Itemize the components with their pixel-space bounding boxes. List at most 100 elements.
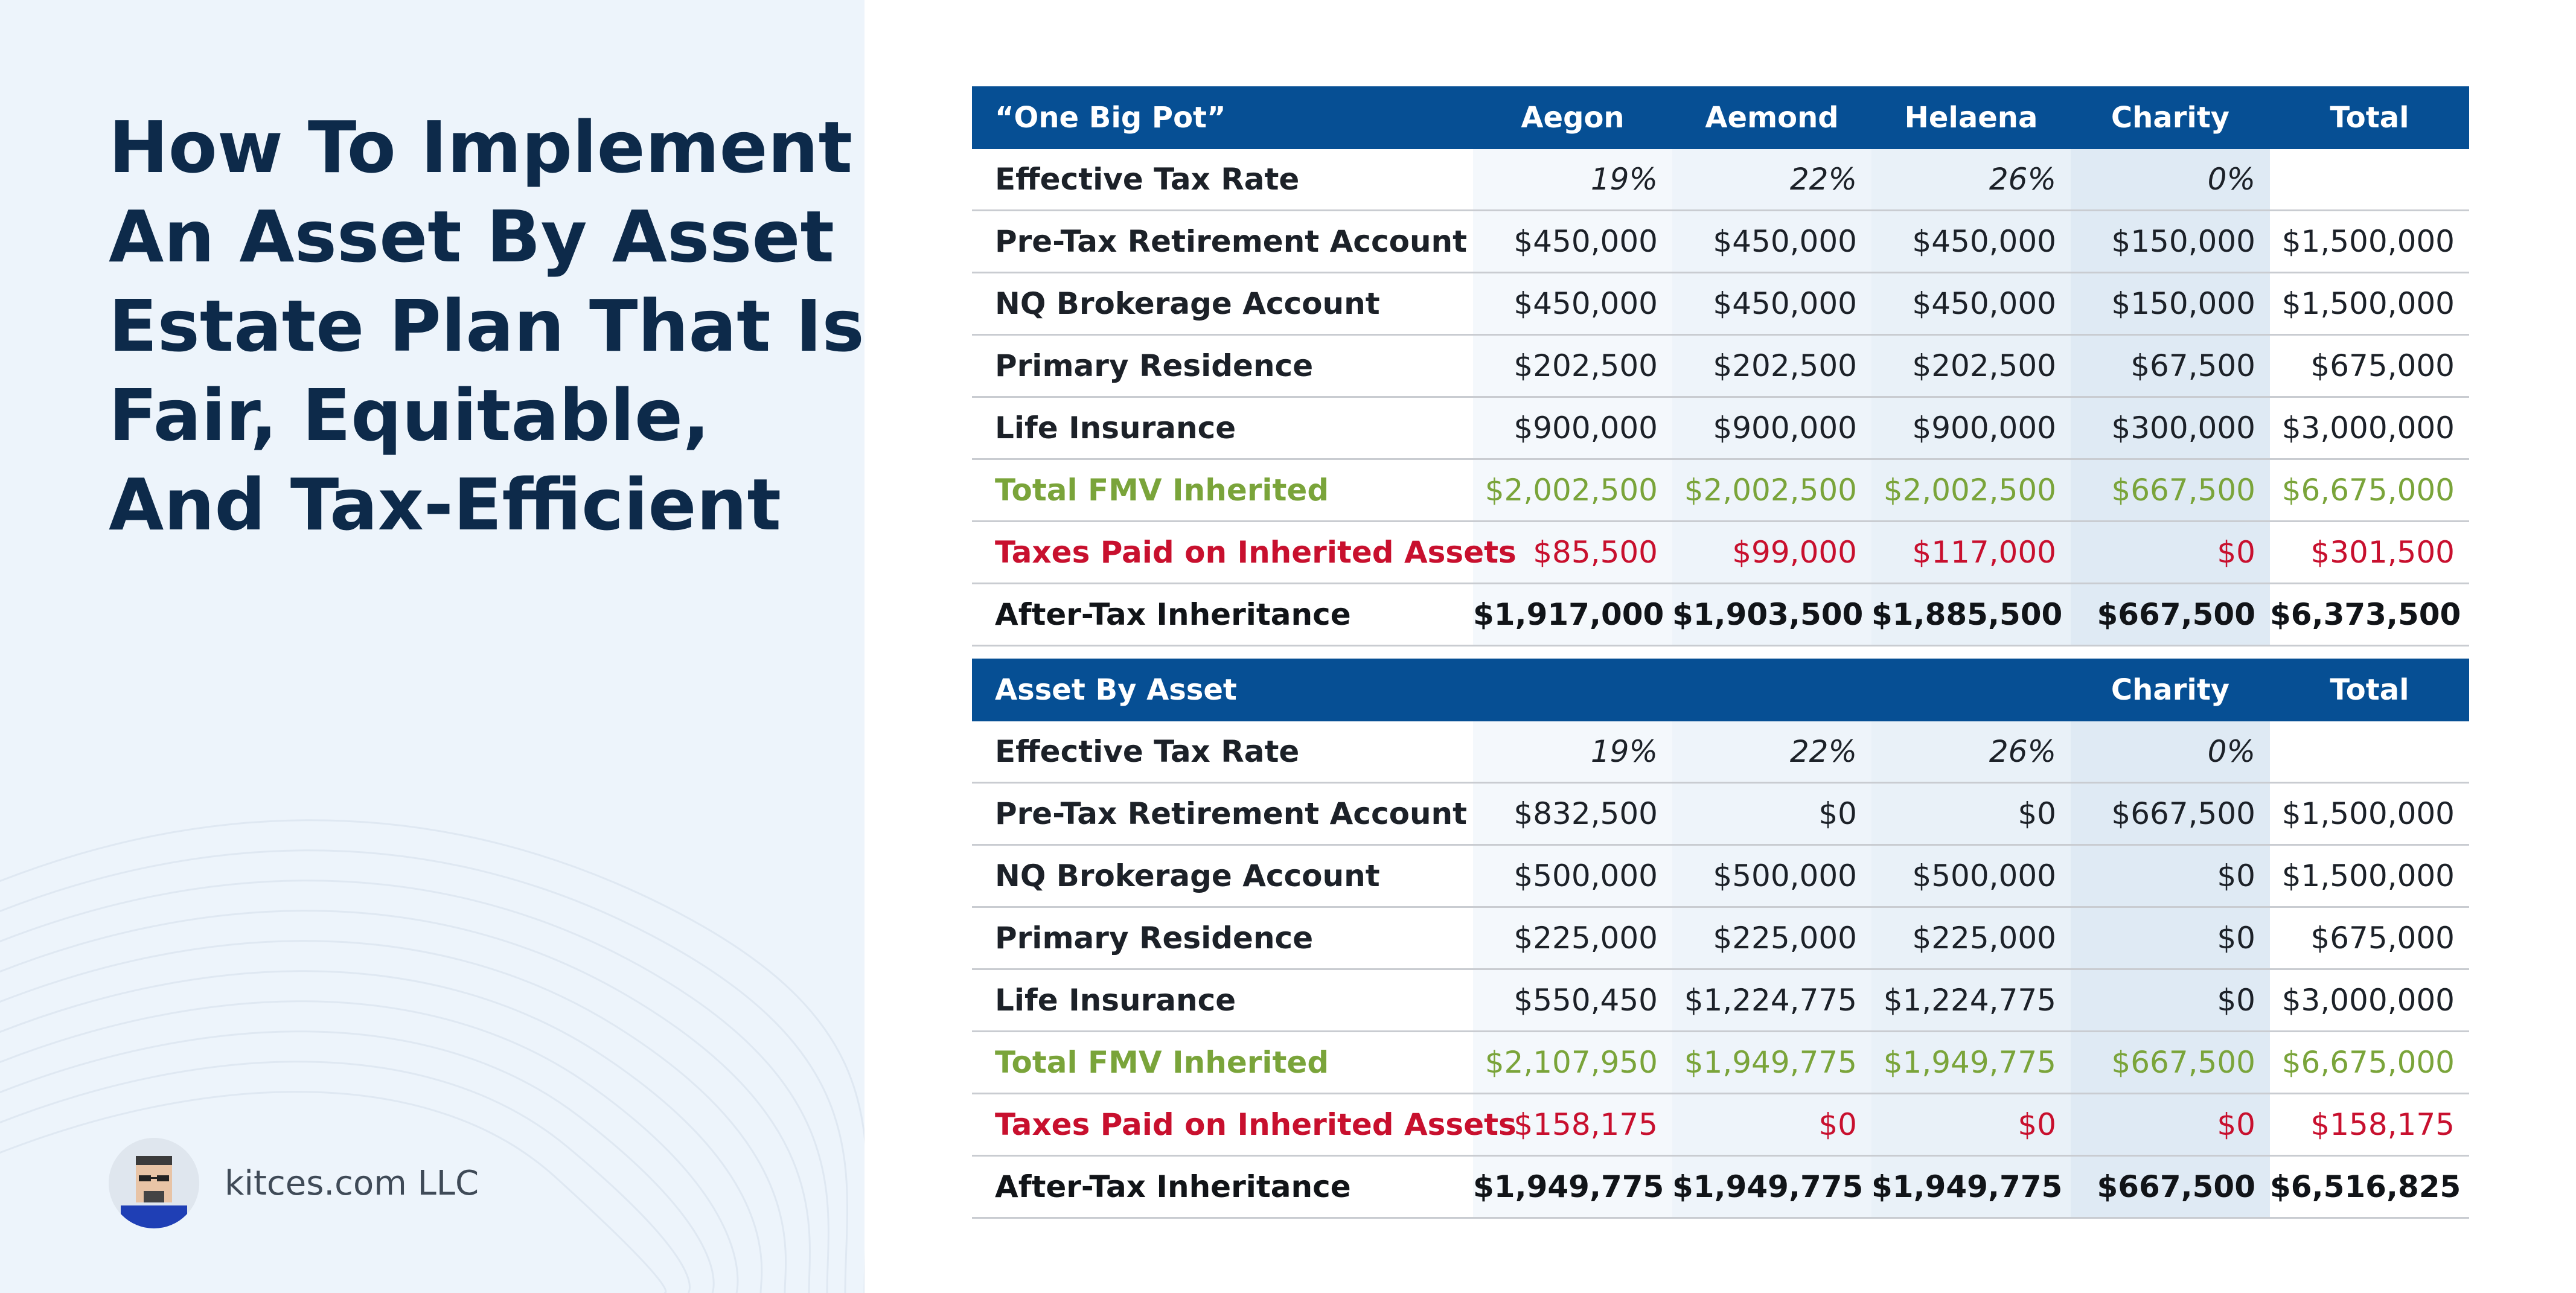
table-cell: $202,500 (1672, 334, 1871, 398)
row-label: Taxes Paid on Inherited Assets (972, 1093, 1517, 1157)
table-cell: $225,000 (1473, 907, 1672, 970)
table-cell: $0 (2071, 969, 2270, 1032)
table-cell: $2,002,500 (1473, 459, 1672, 522)
table-cell: $1,949,775 (1473, 1155, 1672, 1219)
table-cell: $450,000 (1473, 272, 1672, 336)
table-cell: $150,000 (2071, 272, 2270, 336)
table-row: Life Insurance $900,000 $900,000 $900,00… (972, 397, 2469, 460)
table-cell: 0% (2071, 721, 2270, 784)
table-row: NQ Brokerage Account $500,000 $500,000 $… (972, 844, 2469, 908)
table-cell: $667,500 (2071, 1031, 2270, 1094)
brand-name: kitces.com LLC (225, 1163, 479, 1203)
table-cell: $900,000 (1871, 397, 2071, 460)
title-line: An Asset By Asset (109, 195, 834, 278)
page-title: How To Implement An Asset By Asset Estat… (109, 103, 865, 549)
row-label: Effective Tax Rate (972, 149, 1473, 211)
header-row: Asset By Asset Charity Total (972, 659, 2469, 721)
table-cell: $0 (1871, 1093, 2071, 1157)
table-cell: $85,500 (1473, 521, 1672, 584)
table-cell: $832,500 (1473, 782, 1672, 846)
table-cell: $1,885,500 (1871, 583, 2071, 646)
table-cell: $1,949,775 (1871, 1155, 2071, 1219)
table-cell: $900,000 (1672, 397, 1871, 460)
table-cell: $0 (2071, 1093, 2270, 1157)
row-label: After-Tax Inheritance (972, 1155, 1473, 1219)
table-cell: $225,000 (1672, 907, 1871, 970)
table-row: Primary Residence $202,500 $202,500 $202… (972, 334, 2469, 398)
header-cell: Asset By Asset (972, 659, 1473, 721)
header-cell: Charity (2071, 86, 2270, 149)
table-cell: $1,224,775 (1871, 969, 2071, 1032)
table-cell: $67,500 (2071, 334, 2270, 398)
table-cell: $550,450 (1473, 969, 1672, 1032)
table-cell: $667,500 (2071, 459, 2270, 522)
header-cell: Charity (2071, 659, 2270, 721)
one-big-pot-table: “One Big Pot” Aegon Aemond Helaena Chari… (972, 86, 2469, 646)
table-cell: 19% (1473, 721, 1672, 784)
header-cell (1672, 659, 1871, 721)
table-cell: $450,000 (1871, 210, 2071, 273)
table-cell: 22% (1672, 149, 1871, 211)
table-row: After-Tax Inheritance $1,917,000 $1,903,… (972, 583, 2469, 646)
left-panel: How To Implement An Asset By Asset Estat… (0, 0, 865, 1293)
table-cell: $1,500,000 (2270, 272, 2469, 336)
row-label: Total FMV Inherited (972, 459, 1473, 522)
table-cell: 0% (2071, 149, 2270, 211)
table-cell: $202,500 (1871, 334, 2071, 398)
row-label: Primary Residence (972, 334, 1473, 398)
table-cell: 26% (1871, 721, 2071, 784)
table-cell: $1,903,500 (1672, 583, 1871, 646)
table-cell: $450,000 (1473, 210, 1672, 273)
header-cell: Total (2270, 659, 2469, 721)
header-cell: Aegon (1473, 86, 1672, 149)
table-cell: $675,000 (2270, 334, 2469, 398)
background-waves-decoration (0, 819, 865, 1293)
row-label: NQ Brokerage Account (972, 844, 1473, 908)
table-cell: $667,500 (2071, 782, 2270, 846)
table-cell: $1,224,775 (1672, 969, 1871, 1032)
table-row: Effective Tax Rate 19% 22% 26% 0% (972, 721, 2469, 784)
row-label: Life Insurance (972, 969, 1473, 1032)
table-cell: $500,000 (1871, 844, 2071, 908)
table-cell: $0 (1672, 1093, 1871, 1157)
table-cell: $6,373,500 (2270, 583, 2469, 646)
table-cell: $450,000 (1871, 272, 2071, 336)
table-cell: $2,002,500 (1871, 459, 2071, 522)
table-cell: $667,500 (2071, 583, 2270, 646)
table-cell: $1,949,775 (1672, 1155, 1871, 1219)
table-cell: $6,675,000 (2270, 459, 2469, 522)
table-cell: $158,175 (1473, 1093, 1672, 1157)
row-label: Pre-Tax Retirement Account (972, 782, 1473, 846)
header-cell: “One Big Pot” (972, 86, 1473, 149)
table-cell: $0 (2071, 907, 2270, 970)
table-cell: $1,500,000 (2270, 844, 2469, 908)
table-cell: 26% (1871, 149, 2071, 211)
table-cell: $1,949,775 (1871, 1031, 2071, 1094)
table-row: Taxes Paid on Inherited Assets $158,175 … (972, 1093, 2469, 1157)
header-cell: Helaena (1871, 86, 2071, 149)
table-cell: $1,500,000 (2270, 210, 2469, 273)
table-cell: $450,000 (1672, 272, 1871, 336)
table-cell: $202,500 (1473, 334, 1672, 398)
table-cell: $0 (1672, 782, 1871, 846)
row-label: Life Insurance (972, 397, 1473, 460)
header-cell: Aemond (1672, 86, 1871, 149)
table-cell: $0 (1871, 782, 2071, 846)
table-cell: $1,917,000 (1473, 583, 1672, 646)
cartoon-avatar-icon (109, 1138, 199, 1228)
table-cell: $6,675,000 (2270, 1031, 2469, 1094)
table-row: Primary Residence $225,000 $225,000 $225… (972, 907, 2469, 970)
table-cell: $2,002,500 (1672, 459, 1871, 522)
table-row: Taxes Paid on Inherited Assets $85,500 $… (972, 521, 2469, 584)
row-label: Effective Tax Rate (972, 721, 1473, 784)
table-cell: 19% (1473, 149, 1672, 211)
brand: kitces.com LLC (109, 1138, 479, 1228)
row-label: NQ Brokerage Account (972, 272, 1473, 336)
table-cell: $150,000 (2071, 210, 2270, 273)
table-row: Total FMV Inherited $2,107,950 $1,949,77… (972, 1031, 2469, 1094)
table-cell: $450,000 (1672, 210, 1871, 273)
asset-by-asset-table: Asset By Asset Charity Total Effective T… (972, 659, 2469, 1219)
table-cell: $1,500,000 (2270, 782, 2469, 846)
table-row: Effective Tax Rate 19% 22% 26% 0% (972, 149, 2469, 211)
title-line: Fair, Equitable, (109, 374, 710, 457)
